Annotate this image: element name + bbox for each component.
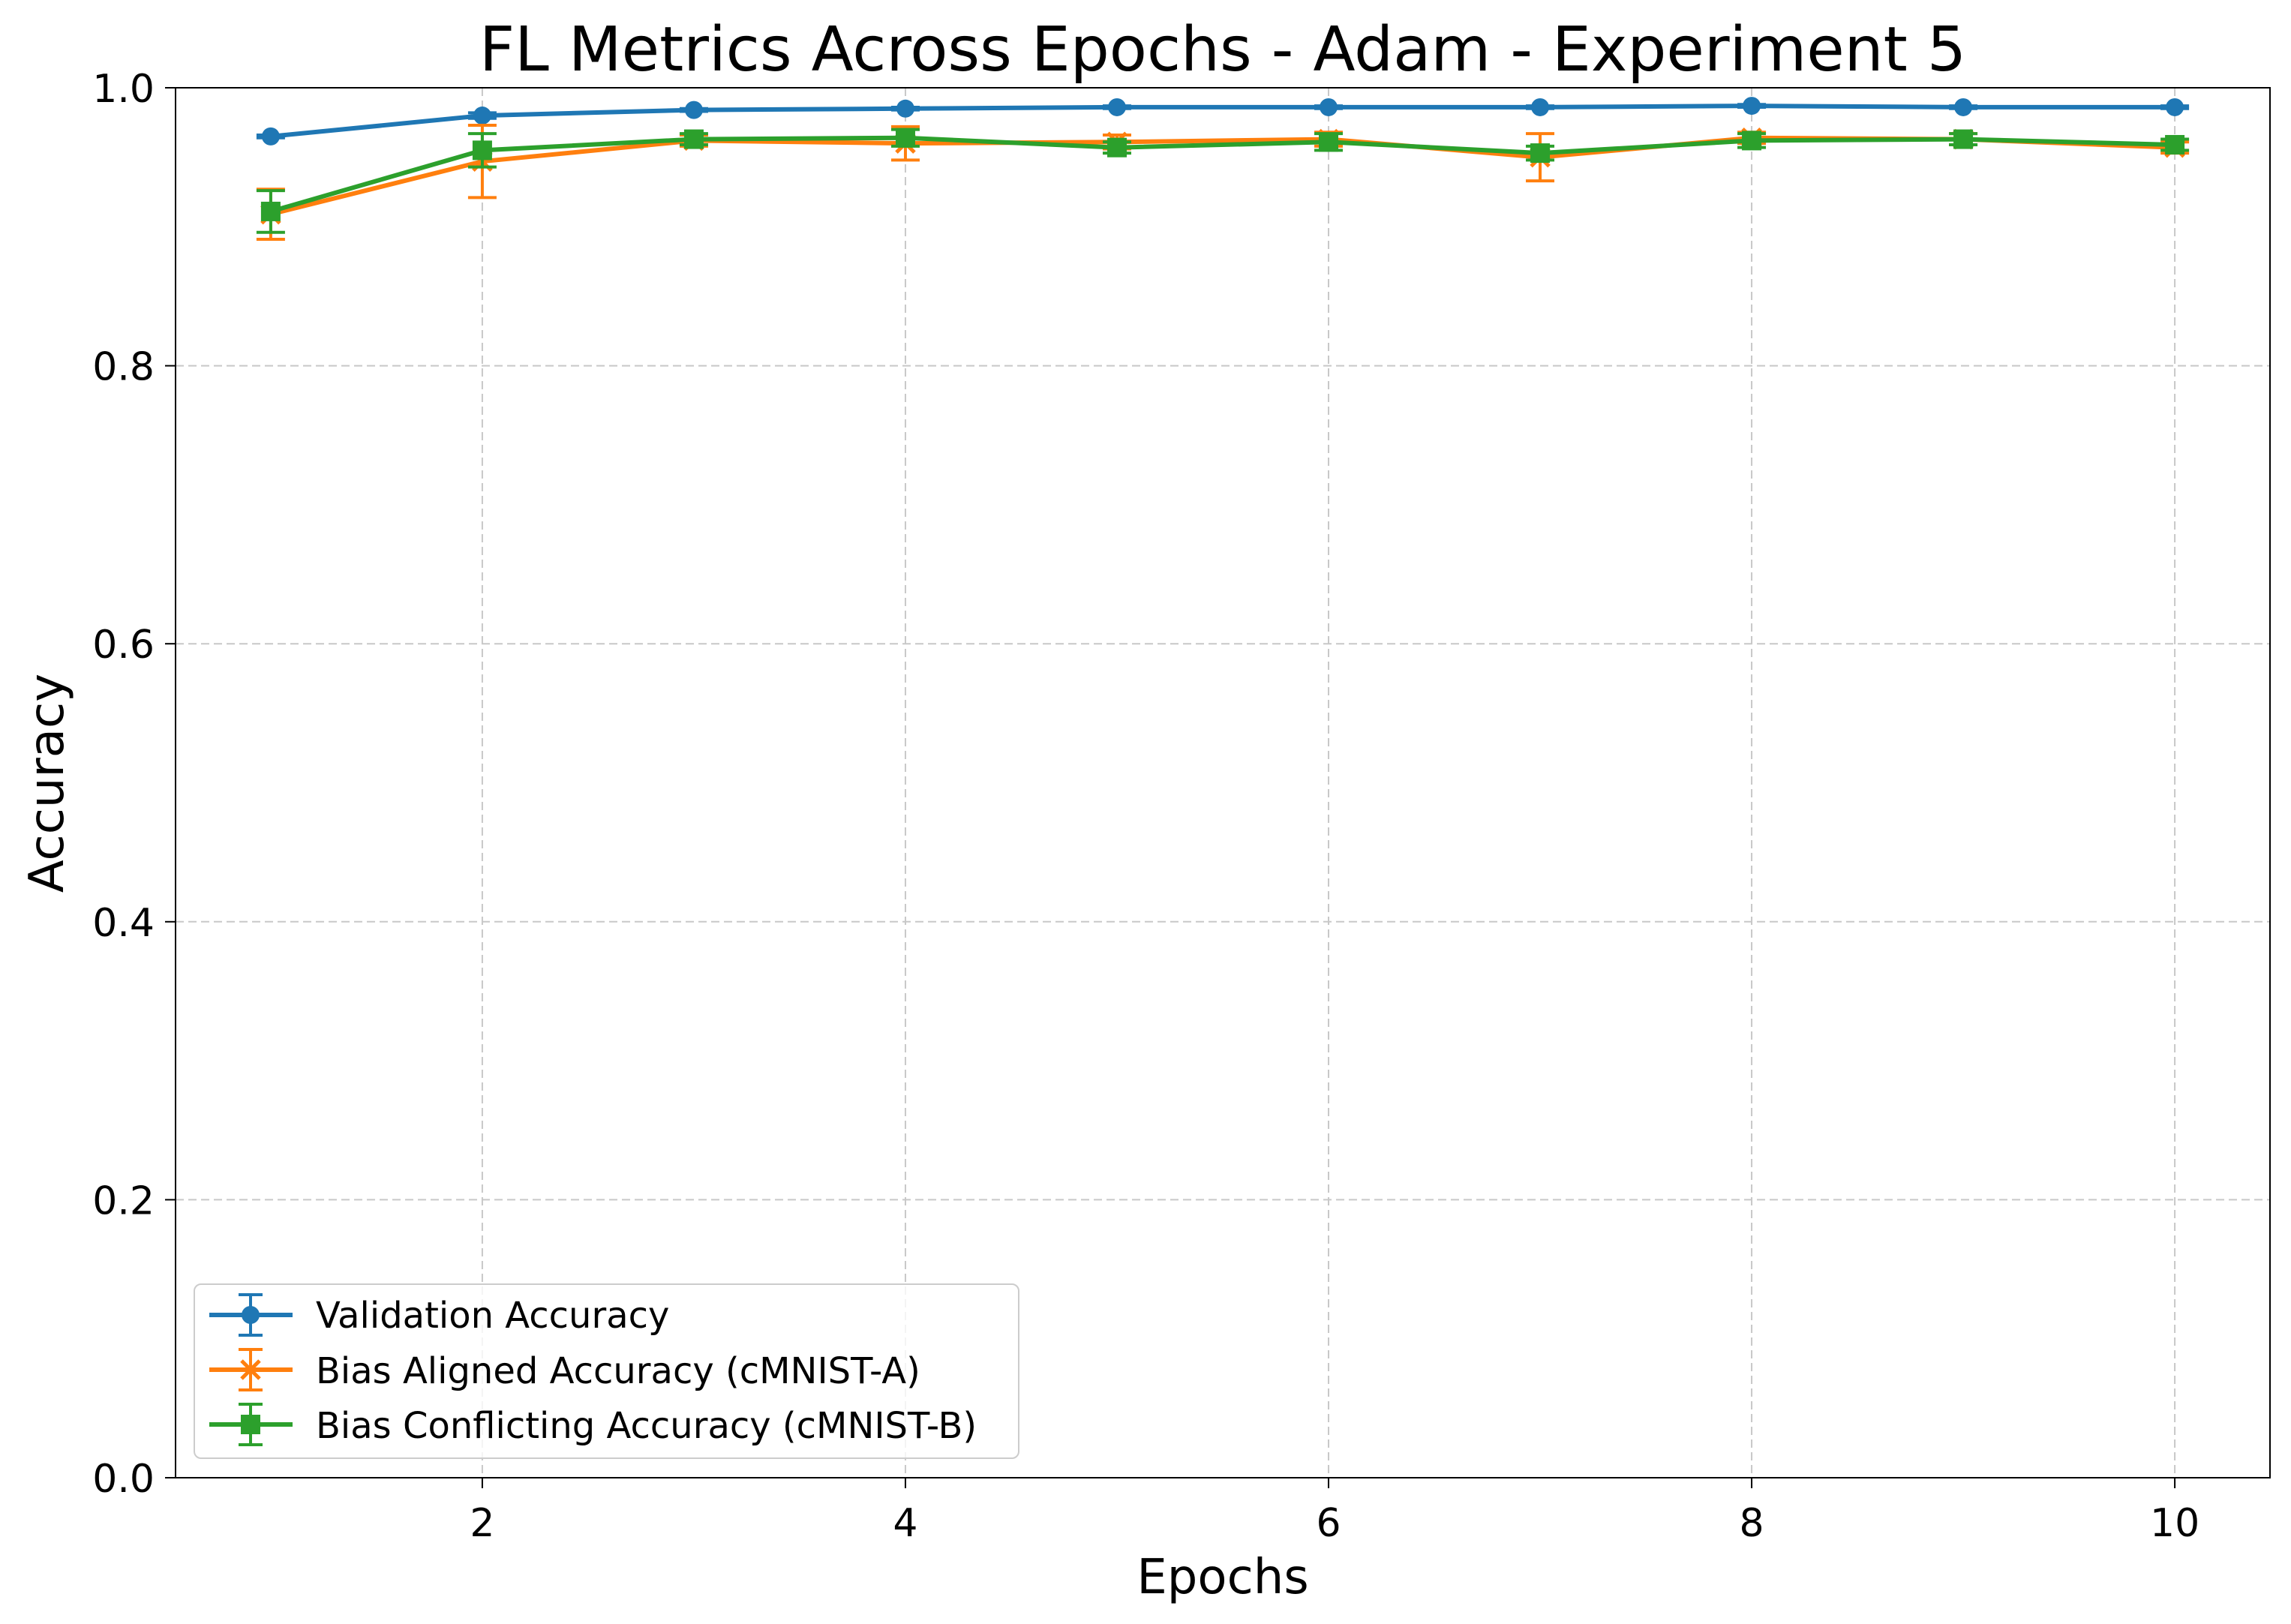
legend-handle	[209, 1348, 293, 1391]
x-axis-label: Epochs	[1136, 1550, 1308, 1605]
x-tick-label: 10	[2150, 1501, 2199, 1546]
legend-handles	[209, 1293, 293, 1446]
data-point-x	[240, 1359, 261, 1380]
series-bias-conflicting-accuracy-cmnist-b	[256, 128, 2190, 234]
legend-label-bias-aligned-accuracy: Bias Aligned Accuracy (cMNIST-A)	[316, 1350, 920, 1392]
series-line	[268, 135, 2178, 215]
data-point-square	[1742, 131, 1762, 151]
x-tick-label: 6	[1316, 1501, 1341, 1546]
y-tick-label: 0.0	[92, 1457, 155, 1502]
legend-handle	[209, 1403, 293, 1446]
data-point-square	[683, 129, 704, 149]
legend-label-validation-accuracy: Validation Accuracy	[316, 1295, 669, 1337]
x-axis-ticks: 2 4 6 8 10	[470, 1478, 2199, 1546]
data-point-square	[241, 1415, 260, 1434]
x-tick-label: 8	[1740, 1501, 1764, 1546]
chart-title: FL Metrics Across Epochs - Adam - Experi…	[479, 14, 1966, 86]
data-point-square	[260, 201, 281, 221]
y-tick-label: 0.6	[92, 623, 155, 668]
data-point-circle	[1320, 98, 1338, 116]
legend-label-bias-conflicting-accuracy: Bias Conflicting Accuracy (cMNIST-B)	[316, 1405, 977, 1447]
x-tick-label: 2	[470, 1501, 494, 1546]
data-point-circle	[1743, 97, 1761, 116]
data-point-circle	[261, 127, 280, 146]
series-line	[268, 104, 2178, 140]
data-point-square	[472, 140, 492, 161]
y-axis-label: Accuracy	[20, 674, 75, 893]
legend-box	[194, 1283, 1019, 1459]
data-point-circle	[242, 1306, 260, 1324]
legend: Validation Accuracy Bias Aligned Accurac…	[194, 1283, 1019, 1459]
data-point-circle	[2166, 98, 2184, 116]
data-point-circle	[1531, 98, 1550, 116]
data-point-square	[1106, 137, 1127, 158]
data-point-square	[1953, 129, 1974, 149]
y-tick-label: 0.4	[92, 901, 155, 946]
y-axis-ticks: 0.0 0.2 0.4 0.6 0.8 1.0	[92, 67, 176, 1502]
plot-area	[176, 88, 2270, 1478]
data-point-square	[2165, 134, 2185, 155]
data-point-circle	[1107, 98, 1126, 116]
y-tick-label: 0.8	[92, 345, 155, 390]
y-tick-label: 1.0	[92, 67, 155, 112]
x-marker-stroke	[240, 1359, 261, 1380]
data-point-circle	[896, 99, 914, 118]
data-point-circle	[684, 101, 703, 119]
series-validation-accuracy	[256, 97, 2190, 146]
data-point-circle	[473, 107, 491, 125]
series-layer	[256, 97, 2190, 241]
data-point-circle	[1954, 98, 1973, 116]
y-tick-label: 0.2	[92, 1178, 155, 1223]
x-tick-label: 4	[893, 1501, 917, 1546]
data-point-square	[1530, 143, 1551, 164]
data-point-square	[1319, 132, 1339, 152]
legend-handle	[209, 1293, 293, 1337]
data-point-square	[895, 128, 915, 148]
axes-frame	[175, 87, 2271, 1478]
